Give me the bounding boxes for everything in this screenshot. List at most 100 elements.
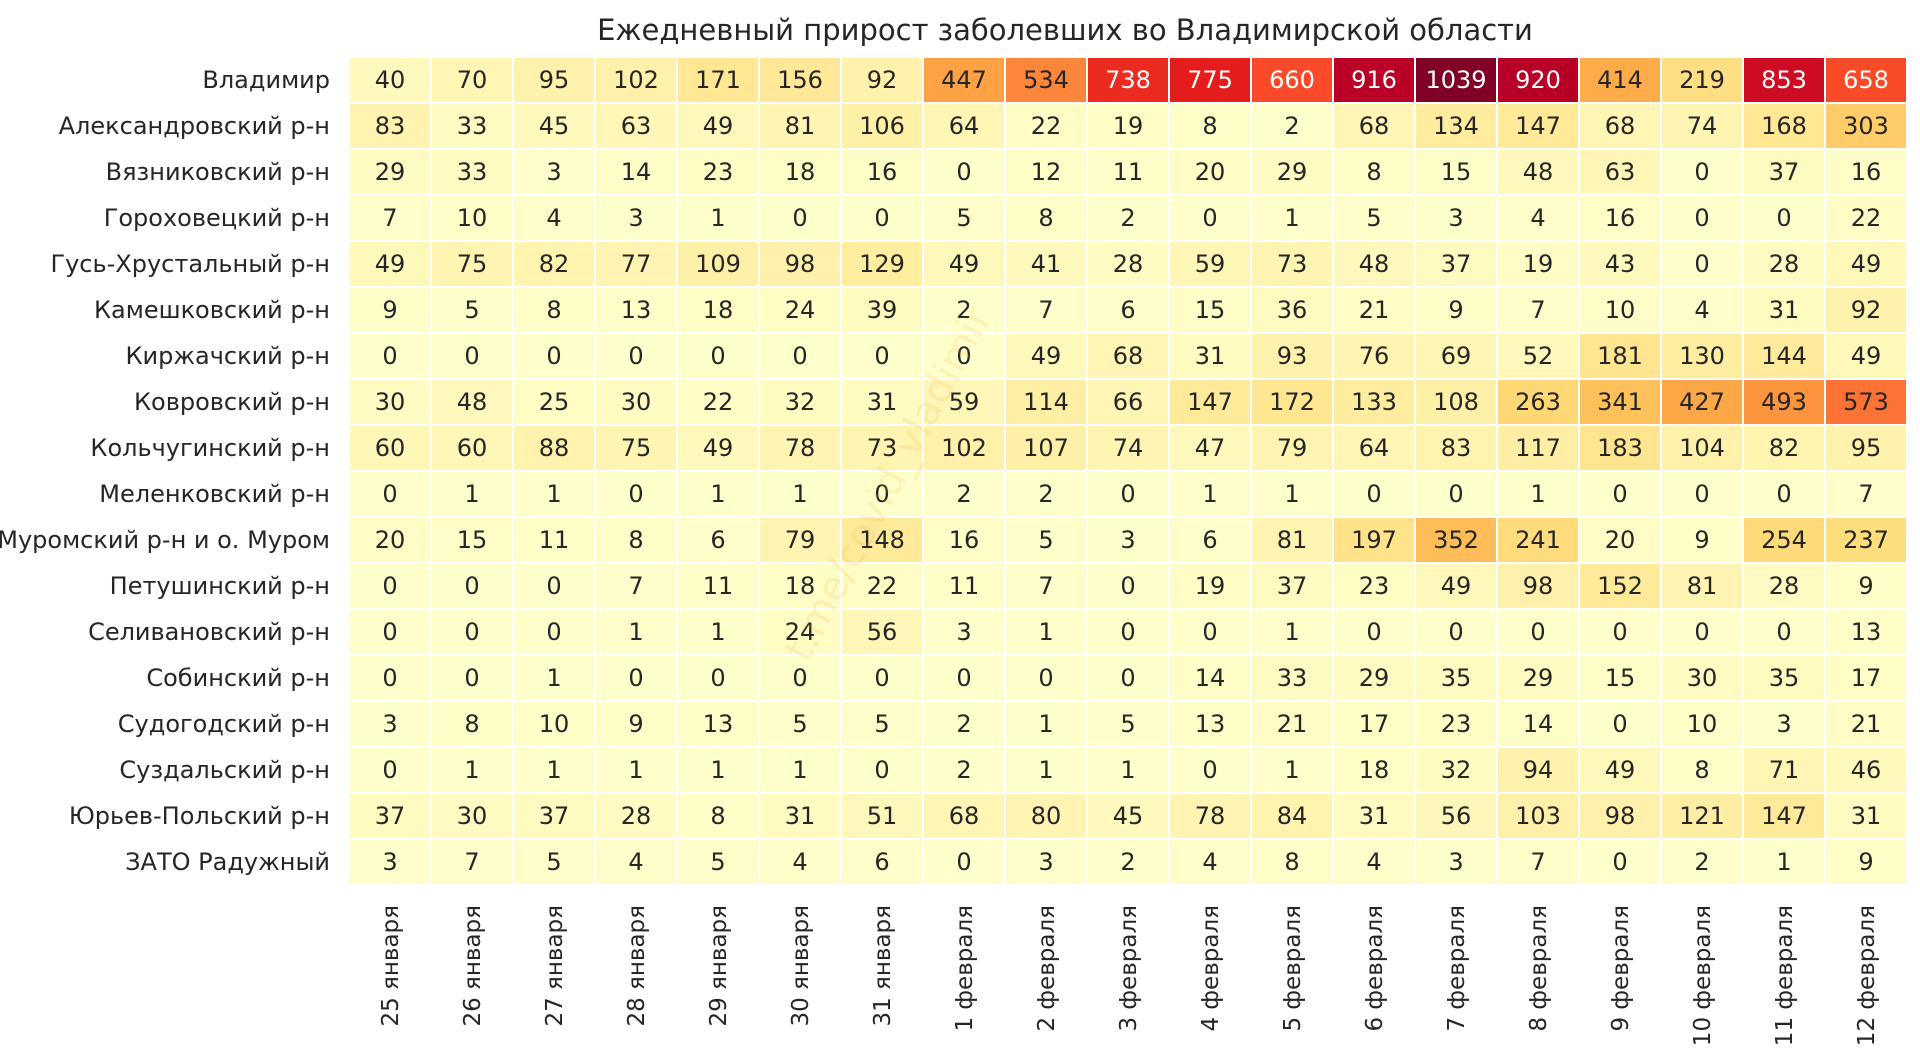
cell-value-label: 0 [1612, 480, 1627, 508]
cell-value-label: 4 [1366, 848, 1381, 876]
heatmap-cell [430, 286, 514, 334]
cell-value-label: 84 [1277, 802, 1308, 830]
cell-value-label: 0 [382, 756, 397, 784]
heatmap-cell [1578, 56, 1662, 104]
cell-value-label: 37 [1769, 158, 1800, 186]
cell-value-label: 2 [1694, 848, 1709, 876]
heatmap-cell [430, 838, 514, 886]
cell-value-label: 30 [375, 388, 406, 416]
heatmap-cell [1742, 654, 1826, 702]
cell-value-label: 39 [867, 296, 898, 324]
cell-value-label: 114 [1023, 388, 1069, 416]
cell-value-label: 1 [1284, 618, 1299, 646]
heatmap-cell [1824, 286, 1908, 334]
row-label: Суздальский р-н [119, 756, 330, 784]
cell-value-label: 0 [382, 480, 397, 508]
heatmap-cell [348, 286, 432, 334]
cell-value-label: 129 [859, 250, 905, 278]
column-labels: 25 января 26 января 27 января 28 января 29 я… [378, 905, 1880, 1046]
heatmap-cell [1250, 792, 1334, 840]
heatmap-cell [1742, 194, 1826, 242]
cell-value-label: 29 [1277, 158, 1308, 186]
cell-value-label: 18 [1359, 756, 1390, 784]
heatmap-cell [1824, 608, 1908, 656]
cell-value-label: 23 [703, 158, 734, 186]
cell-value-label: 28 [621, 802, 652, 830]
cell-value-label: 0 [546, 572, 561, 600]
heatmap-cell [922, 608, 1006, 656]
heatmap-cell [348, 102, 432, 150]
cell-value-label: 241 [1515, 526, 1561, 554]
heatmap-cell [1250, 194, 1334, 242]
cell-value-label: 12 [1031, 158, 1062, 186]
cell-value-label: 22 [1851, 204, 1882, 232]
heatmap-cell [1742, 562, 1826, 610]
heatmap-cell [1086, 56, 1170, 104]
heatmap-cell [512, 240, 596, 288]
heatmap-cell [1742, 608, 1826, 656]
cell-value-label: 3 [1038, 848, 1053, 876]
cell-value-label: 103 [1515, 802, 1561, 830]
cell-value-label: 48 [457, 388, 488, 416]
heatmap-cell [348, 240, 432, 288]
cell-value-label: 1 [792, 480, 807, 508]
cell-value-label: 1 [710, 756, 725, 784]
cell-value-label: 75 [621, 434, 652, 462]
cell-value-label: 0 [956, 158, 971, 186]
cell-value-label: 79 [785, 526, 816, 554]
cell-value-label: 66 [1113, 388, 1144, 416]
cell-value-label: 98 [1605, 802, 1636, 830]
heatmap-cell [1250, 700, 1334, 748]
cell-value-label: 14 [621, 158, 652, 186]
heatmap-cell [1004, 286, 1088, 334]
cell-value-label: 8 [1694, 756, 1709, 784]
cell-value-label: 13 [703, 710, 734, 738]
cell-value-label: 4 [1530, 204, 1545, 232]
cell-value-label: 0 [382, 664, 397, 692]
heatmap-cell [1086, 286, 1170, 334]
cell-value-label: 75 [457, 250, 488, 278]
cell-value-label: 152 [1597, 572, 1643, 600]
cell-value-label: 16 [949, 526, 980, 554]
heatmap-cell [1332, 654, 1416, 702]
heatmap-cell [840, 562, 924, 610]
heatmap-cell [1824, 700, 1908, 748]
cell-value-label: 48 [1359, 250, 1390, 278]
heatmap-cell [1004, 424, 1088, 472]
cell-value-label: 1 [464, 480, 479, 508]
heatmap-cell [1660, 378, 1744, 426]
heatmap-cell [922, 286, 1006, 334]
cell-value-label: 1 [546, 664, 561, 692]
cell-value-label: 0 [1120, 618, 1135, 646]
cell-value-label: 20 [1195, 158, 1226, 186]
cell-value-label: 11 [539, 526, 570, 554]
cell-value-label: 6 [1120, 296, 1135, 324]
heatmap-cell [1660, 516, 1744, 564]
cell-value-label: 5 [1038, 526, 1053, 554]
cell-value-label: 0 [1202, 756, 1217, 784]
cell-value-label: 49 [1851, 250, 1882, 278]
heatmap-cell [758, 700, 842, 748]
cell-value-label: 107 [1023, 434, 1069, 462]
cell-value-label: 1 [1776, 848, 1791, 876]
heatmap-cell [758, 516, 842, 564]
cell-value-label: 493 [1761, 388, 1807, 416]
heatmap-cell [1660, 746, 1744, 794]
heatmap-cell [1086, 102, 1170, 150]
heatmap-cell [840, 148, 924, 196]
cell-value-label: 2 [1120, 848, 1135, 876]
cell-values: 40 70 95 102 171 156 92 447 534 738 775 660 916 1039 9… [375, 66, 1889, 876]
cell-value-label: 78 [1195, 802, 1226, 830]
heatmap-cell [512, 286, 596, 334]
cell-value-label: 20 [375, 526, 406, 554]
cell-value-label: 172 [1269, 388, 1315, 416]
cell-value-label: 104 [1679, 434, 1725, 462]
heatmap-cell [512, 516, 596, 564]
cell-value-label: 5 [1120, 710, 1135, 738]
cell-value-label: 0 [464, 572, 479, 600]
heatmap-cell [594, 194, 678, 242]
cell-value-label: 0 [1120, 664, 1135, 692]
heatmap-cell [1578, 562, 1662, 610]
cell-value-label: 303 [1843, 112, 1889, 140]
heatmap-cell [1332, 332, 1416, 380]
